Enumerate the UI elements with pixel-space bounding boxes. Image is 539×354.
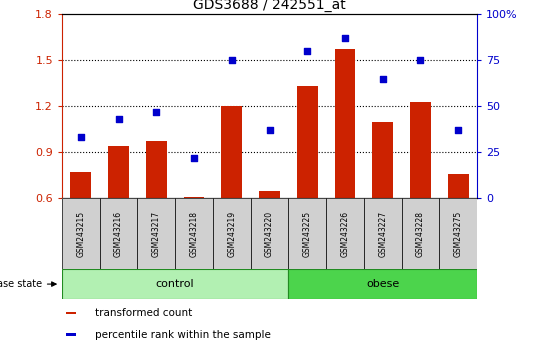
Bar xyxy=(66,312,76,314)
Bar xyxy=(251,198,288,269)
Point xyxy=(416,57,425,63)
Text: GSM243227: GSM243227 xyxy=(378,211,387,257)
Bar xyxy=(364,198,402,269)
Text: GSM243218: GSM243218 xyxy=(190,211,198,257)
Point xyxy=(341,35,349,41)
Title: GDS3688 / 242551_at: GDS3688 / 242551_at xyxy=(193,0,346,12)
Point xyxy=(77,135,85,140)
Bar xyxy=(288,269,477,299)
Point xyxy=(303,48,312,54)
Bar xyxy=(259,190,280,198)
Bar xyxy=(222,106,242,198)
Bar xyxy=(175,198,213,269)
Bar xyxy=(402,198,439,269)
Point xyxy=(378,76,387,81)
Point xyxy=(152,109,161,115)
Point xyxy=(265,127,274,133)
Bar xyxy=(71,172,91,198)
Text: disease state: disease state xyxy=(0,279,42,289)
Bar xyxy=(297,86,317,198)
Point xyxy=(114,116,123,122)
Text: percentile rank within the sample: percentile rank within the sample xyxy=(95,330,271,340)
Bar xyxy=(372,121,393,198)
Bar xyxy=(213,198,251,269)
Bar xyxy=(137,198,175,269)
Bar xyxy=(448,174,468,198)
Text: GSM243215: GSM243215 xyxy=(77,211,85,257)
Bar xyxy=(326,198,364,269)
Point xyxy=(454,127,462,133)
Text: GSM243219: GSM243219 xyxy=(227,211,236,257)
Bar xyxy=(184,197,204,198)
Text: GSM243228: GSM243228 xyxy=(416,211,425,257)
Point xyxy=(227,57,236,63)
Bar xyxy=(62,198,100,269)
Text: obese: obese xyxy=(366,279,399,289)
Text: GSM243217: GSM243217 xyxy=(152,211,161,257)
Text: control: control xyxy=(156,279,195,289)
Bar xyxy=(335,50,355,198)
Text: GSM243220: GSM243220 xyxy=(265,211,274,257)
Text: GSM243216: GSM243216 xyxy=(114,211,123,257)
Text: GSM243275: GSM243275 xyxy=(454,211,462,257)
Point xyxy=(190,155,198,161)
Bar xyxy=(66,333,76,336)
Bar xyxy=(100,198,137,269)
Bar xyxy=(439,198,477,269)
Bar xyxy=(146,142,167,198)
Text: GSM243225: GSM243225 xyxy=(303,211,312,257)
Text: transformed count: transformed count xyxy=(95,308,192,318)
Bar xyxy=(288,198,326,269)
Bar xyxy=(108,146,129,198)
Text: GSM243226: GSM243226 xyxy=(341,211,349,257)
Bar xyxy=(410,102,431,198)
Bar xyxy=(62,269,288,299)
